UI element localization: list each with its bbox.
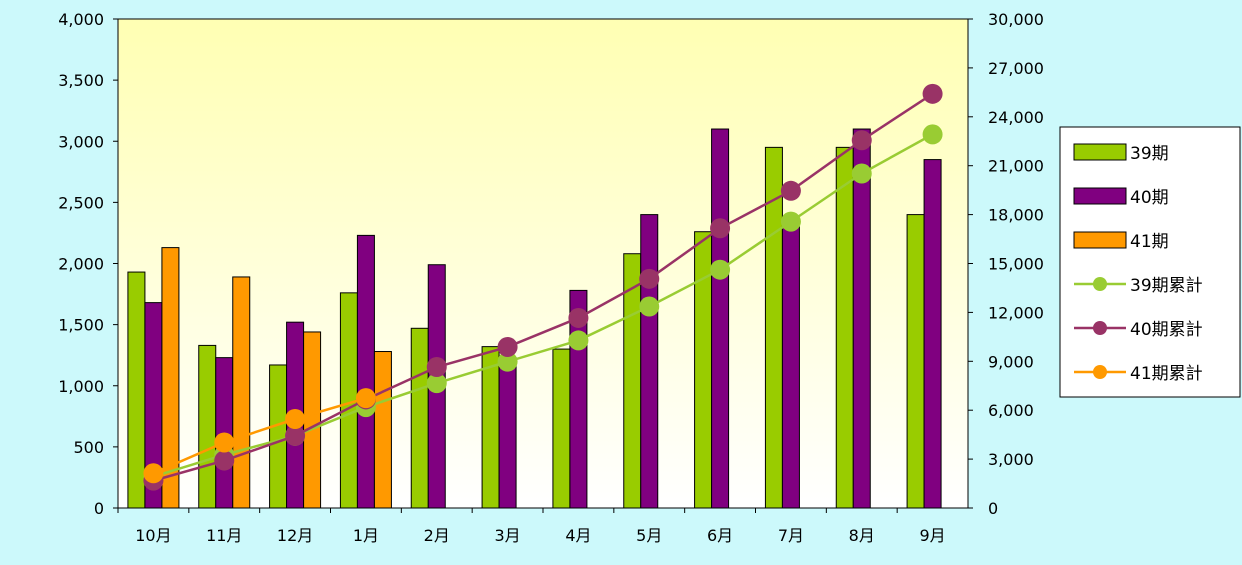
left-tick-label: 1,500 xyxy=(58,316,104,335)
x-tick-label: 12月 xyxy=(277,526,313,545)
left-tick-label: 3,500 xyxy=(58,71,104,90)
point-39期累計-9月 xyxy=(922,124,943,145)
bar-40期-1月 xyxy=(356,234,375,509)
point-39期累計-5月 xyxy=(639,296,660,317)
left-tick-label: 3,000 xyxy=(58,132,104,151)
bars-layer xyxy=(127,128,942,509)
point-39期累計-3月 xyxy=(497,351,518,372)
point-40期累計-8月 xyxy=(851,130,872,151)
legend-swatch-41期 xyxy=(1073,231,1127,249)
right-tick-label: 15,000 xyxy=(988,255,1044,274)
bar-39期-7月 xyxy=(764,146,783,509)
left-tick-label: 0 xyxy=(94,499,104,518)
bar-39期-8月 xyxy=(835,146,854,509)
legend-label-41期累計: 41期累計 xyxy=(1130,364,1203,384)
x-tick-label: 9月 xyxy=(919,526,945,545)
bar-40期-5月 xyxy=(640,214,659,509)
left-tick-label: 1,000 xyxy=(58,377,104,396)
axes-layer: 0 500 1,000 1,500 2,000 2,500 3,000 3,500 4,000 0… xyxy=(58,10,1044,545)
plot-area xyxy=(117,18,969,509)
right-tick-label: 12,000 xyxy=(988,303,1044,322)
point-40期累計-11月 xyxy=(214,450,235,471)
x-tick-label: 6月 xyxy=(707,526,733,545)
legend-label-39期累計: 39期累計 xyxy=(1130,276,1203,296)
legend: 39期 40期 41期 39期累計 40期累計 41期累計 xyxy=(1059,126,1241,398)
right-tick-label: 6,000 xyxy=(988,401,1034,420)
point-39期累計-7月 xyxy=(780,211,801,232)
legend-label-41期: 41期 xyxy=(1130,232,1169,252)
right-tick-label: 27,000 xyxy=(988,59,1044,78)
point-39期累計-8月 xyxy=(851,163,872,184)
point-40期累計-12月 xyxy=(285,425,306,446)
bar-39期-2月 xyxy=(410,327,429,509)
right-tick-label: 21,000 xyxy=(988,157,1044,176)
bar-40期-8月 xyxy=(852,128,871,509)
point-40期累計-5月 xyxy=(639,268,660,289)
legend-marker-41期累計 xyxy=(1093,365,1107,379)
x-tick-label: 3月 xyxy=(494,526,520,545)
bar-41期-11月 xyxy=(232,276,251,509)
x-tick-label: 8月 xyxy=(849,526,875,545)
legend-box xyxy=(1059,126,1241,398)
x-tick-label: 10月 xyxy=(135,526,171,545)
point-40期累計-2月 xyxy=(426,357,447,378)
x-tick-label: 5月 xyxy=(636,526,662,545)
point-39期累計-4月 xyxy=(568,330,589,351)
legend-label-40期累計: 40期累計 xyxy=(1130,320,1203,340)
x-tick-label: 2月 xyxy=(424,526,450,545)
bar-39期-3月 xyxy=(481,346,500,509)
point-41期累計-10月 xyxy=(143,463,164,484)
point-39期累計-2月 xyxy=(426,373,447,394)
point-41期累計-12月 xyxy=(285,409,306,430)
bar-41期-12月 xyxy=(303,331,322,509)
x-tick-label: 11月 xyxy=(206,526,242,545)
point-40期累計-9月 xyxy=(922,83,943,104)
point-40期累計-4月 xyxy=(568,307,589,328)
bar-39期-4月 xyxy=(552,348,571,509)
point-41期累計-11月 xyxy=(214,432,235,453)
point-40期累計-6月 xyxy=(710,218,731,239)
point-41期累計-1月 xyxy=(355,388,376,409)
point-40期累計-7月 xyxy=(780,180,801,201)
x-tick-label: 1月 xyxy=(353,526,379,545)
legend-marker-40期累計 xyxy=(1093,321,1107,335)
bar-39期-6月 xyxy=(694,231,713,509)
right-tick-label: 30,000 xyxy=(988,10,1044,29)
bar-39期-10月 xyxy=(127,271,146,509)
right-tick-label: 9,000 xyxy=(988,352,1034,371)
point-40期累計-3月 xyxy=(497,336,518,357)
legend-label-40期: 40期 xyxy=(1130,188,1169,208)
legend-label-39期: 39期 xyxy=(1130,144,1169,164)
left-tick-label: 500 xyxy=(73,438,104,457)
left-tick-label: 4,000 xyxy=(58,10,104,29)
bar-39期-11月 xyxy=(198,344,217,509)
right-tick-label: 3,000 xyxy=(988,450,1034,469)
point-39期累計-6月 xyxy=(710,259,731,280)
bar-40期-7月 xyxy=(781,226,800,509)
legend-swatch-40期 xyxy=(1073,187,1127,205)
lines-layer xyxy=(143,83,943,491)
line-41期累計 xyxy=(152,396,367,475)
right-tick-label: 0 xyxy=(988,499,998,518)
bar-40期-6月 xyxy=(711,128,730,509)
bar-39期-9月 xyxy=(906,214,925,509)
right-tick-label: 24,000 xyxy=(988,108,1044,127)
left-tick-label: 2,500 xyxy=(58,193,104,212)
bar-40期-9月 xyxy=(923,159,942,509)
bar-39期-12月 xyxy=(269,364,288,509)
bar-41期-10月 xyxy=(161,247,180,509)
x-tick-label: 7月 xyxy=(778,526,804,545)
left-tick-label: 2,000 xyxy=(58,255,104,274)
bar-41期-1月 xyxy=(373,351,392,509)
legend-swatch-39期 xyxy=(1073,143,1127,161)
x-tick-label: 4月 xyxy=(565,526,591,545)
bar-40期-3月 xyxy=(498,357,517,509)
right-tick-label: 18,000 xyxy=(988,206,1044,225)
legend-marker-39期累計 xyxy=(1093,277,1107,291)
line-40期累計 xyxy=(153,92,934,482)
